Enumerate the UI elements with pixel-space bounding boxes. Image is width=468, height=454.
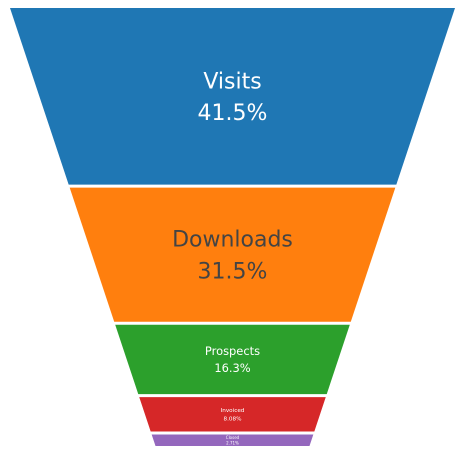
funnel-value-visits: 41.5% bbox=[198, 101, 268, 126]
funnel-label-invoiced: Invoiced bbox=[221, 408, 245, 414]
funnel-segment-closed bbox=[151, 434, 314, 446]
funnel-segment-downloads bbox=[69, 187, 396, 322]
funnel-value-closed: 2.71% bbox=[226, 441, 239, 446]
funnel-segment-invoiced bbox=[139, 397, 326, 432]
funnel-label-prospects: Prospects bbox=[205, 344, 260, 358]
funnel-segment-visits bbox=[10, 8, 455, 185]
funnel-value-invoiced: 8.08% bbox=[224, 416, 243, 422]
funnel-segment-prospects bbox=[115, 324, 350, 395]
funnel-label-closed: Closed bbox=[226, 435, 240, 440]
funnel-label-downloads: Downloads bbox=[172, 228, 293, 253]
funnel-value-prospects: 16.3% bbox=[214, 361, 250, 375]
funnel-label-visits: Visits bbox=[203, 69, 261, 94]
funnel-value-downloads: 31.5% bbox=[198, 260, 268, 285]
